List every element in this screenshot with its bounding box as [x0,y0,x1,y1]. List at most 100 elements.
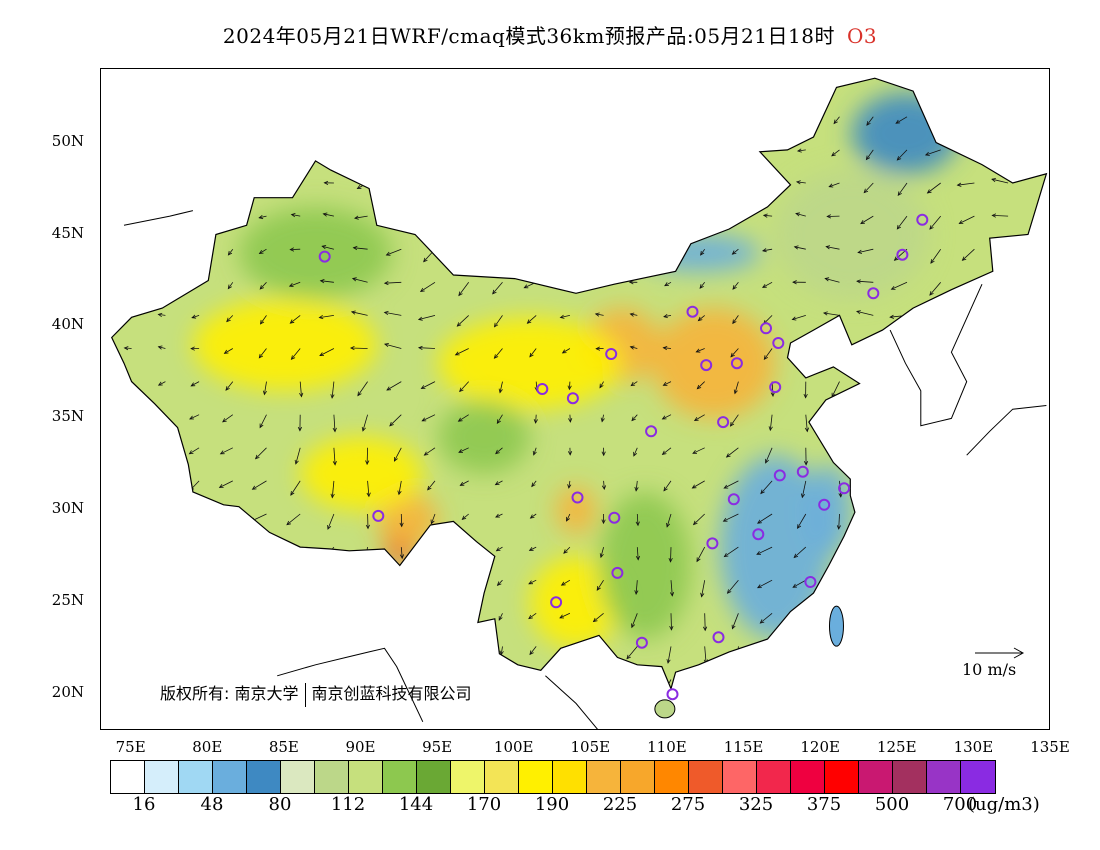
wind-arrow-head-442 [904,552,910,558]
station-marker-1[interactable] [372,509,385,522]
wind-arrow-head-175 [433,584,438,590]
station-marker-9[interactable] [700,359,713,372]
wind-arrow-461 [937,546,942,555]
wind-arrow-13 [123,280,132,283]
lon-label-90E: 90E [345,738,376,756]
wind-arrow-head-181 [420,385,426,389]
wind-arrow-489 [962,248,975,261]
wind-arrow-296 [630,346,638,349]
wind-arrow-121 [331,480,335,498]
station-marker-28[interactable] [867,287,880,300]
station-marker-20[interactable] [706,537,719,550]
station-marker-4[interactable] [605,348,618,360]
wind-arrow-508 [993,248,1009,254]
wind-arrow-head-167 [388,221,394,227]
wind-arrow-head-263 [554,180,560,185]
station-marker-23[interactable] [773,469,786,482]
wind-arrow-head-248 [559,684,564,689]
legend-swatch-10 [451,761,485,793]
wind-arrow-head-201 [454,351,460,356]
wind-arrow-head-350 [725,453,731,458]
station-marker-17[interactable] [635,636,648,649]
wind-arrow-266 [590,713,604,722]
legend-swatch-16 [655,761,689,793]
wind-arrow-80 [253,579,267,592]
wind-arrow-354 [732,315,739,324]
wind-arrow-head-168 [392,189,397,195]
wind-arrow-328 [696,546,706,562]
station-marker-2[interactable] [536,383,549,395]
station-marker-30[interactable] [916,213,929,226]
wind-arrow-head-43 [195,558,200,563]
station-marker-27[interactable] [804,576,817,588]
station-marker-16[interactable] [550,596,563,609]
wind-arrow-head-193 [466,616,471,622]
map-panel[interactable] [100,68,1050,730]
wind-arrow-108 [289,281,301,287]
wind-arrow-head-469 [929,291,934,296]
station-marker-6[interactable] [760,322,772,335]
station-marker-14[interactable] [608,511,621,524]
wind-arrow-95 [299,713,300,724]
station-marker-12[interactable] [645,425,658,438]
wind-arrow-head-422 [870,586,875,592]
wind-arrow-head-493 [957,111,963,116]
wind-arrow-421 [868,613,874,622]
station-marker-19[interactable] [666,688,679,701]
wind-arrow-head-203 [458,291,463,297]
lon-label-115E: 115E [723,738,764,756]
wind-arrow-353 [730,348,739,358]
station-marker-15[interactable] [611,566,624,579]
legend-swatch-21 [825,761,859,793]
ozone-zone-15 [599,491,691,640]
station-marker-7[interactable] [772,337,785,349]
lon-label-135E: 135E [1030,738,1070,756]
wind-arrow-head-48 [190,382,196,387]
map-canvas[interactable] [101,69,1050,730]
wind-arrow-460 [939,580,942,588]
station-marker-11[interactable] [717,416,730,429]
wind-arrow-head-441 [905,584,910,590]
wind-arrow-head-353 [730,352,735,358]
station-marker-5[interactable] [686,305,699,318]
station-marker-3[interactable] [566,392,579,405]
station-marker-8[interactable] [730,357,743,370]
pollutant-label: O3 [846,24,878,48]
wind-arrow-488 [964,282,975,295]
wind-arrow-294 [631,414,638,421]
wind-arrow-168 [392,182,402,194]
station-marker-13[interactable] [571,491,584,504]
station-marker-22[interactable] [752,528,765,541]
wind-arrow-head-478 [971,616,976,622]
station-marker-10[interactable] [769,381,782,394]
wind-arrow-227 [486,112,503,118]
copyright-org-2: 南京创蓝科技有限公司 [311,684,472,703]
wind-arrow-head-120 [327,524,332,530]
china-border [110,77,1048,691]
wind-arrow-head-216 [494,481,500,486]
wind-arrow-head-308 [669,591,675,597]
wind-arrow-head-228 [534,722,538,726]
wind-arrow-head-363 [763,654,769,660]
wind-arrow-head-352 [733,389,738,395]
station-marker-0[interactable] [318,250,331,263]
wind-arrow-420 [867,646,874,653]
wind-arrow-head-126 [318,314,324,320]
station-marker-26[interactable] [838,482,851,495]
wind-arrow-399 [833,713,839,718]
wind-arrow-head-269 [592,617,598,623]
station-marker-25[interactable] [818,498,831,511]
wind-arrow-445 [896,447,908,458]
station-marker-21[interactable] [727,493,740,506]
wind-arrow-head-189 [421,118,427,123]
wind-arrow-355 [732,282,739,290]
wind-arrow-251 [561,579,571,586]
station-marker-18[interactable] [712,631,725,644]
monitoring-stations [318,213,929,701]
wind-arrow-head-103 [294,459,299,465]
station-marker-24[interactable] [796,465,809,478]
station-marker-29[interactable] [896,248,909,261]
wind-arrow-head-254 [567,484,572,489]
wind-arrow-head-294 [631,416,636,422]
wind-arrow-head-502 [1004,450,1008,456]
